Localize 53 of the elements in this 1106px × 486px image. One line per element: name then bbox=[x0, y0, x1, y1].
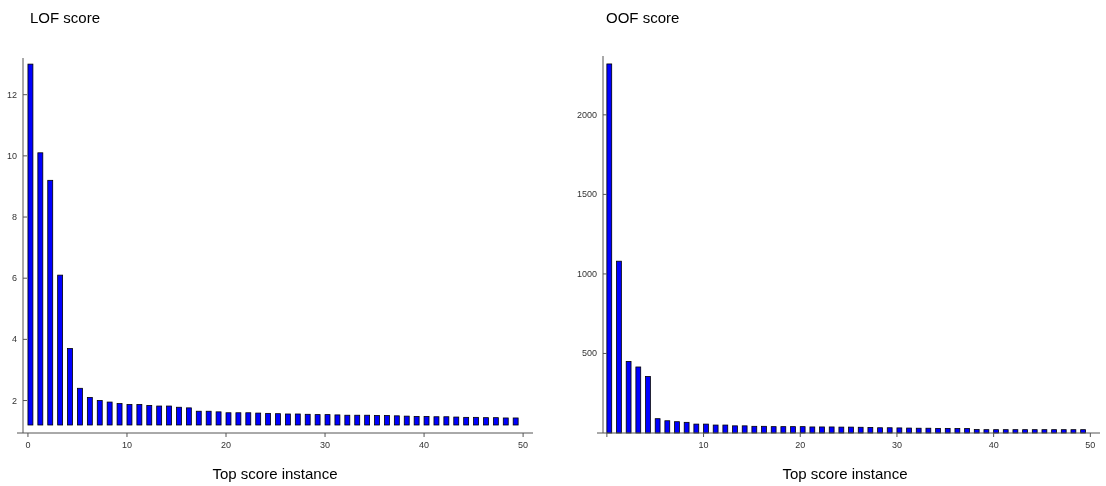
y-tick-label: 500 bbox=[581, 348, 597, 359]
bar bbox=[606, 63, 613, 434]
bar bbox=[790, 426, 796, 434]
bar bbox=[896, 427, 903, 434]
bar bbox=[616, 260, 622, 434]
bar bbox=[877, 427, 883, 434]
y-tick-label: 8 bbox=[11, 212, 17, 223]
bar bbox=[635, 366, 642, 434]
y-tick-label: 1000 bbox=[576, 268, 597, 279]
bar bbox=[625, 361, 632, 434]
y-tick-label: 4 bbox=[11, 334, 17, 345]
bar bbox=[799, 426, 806, 434]
bar bbox=[780, 426, 787, 434]
bar bbox=[732, 425, 738, 434]
y-tick-label: 2 bbox=[11, 395, 17, 406]
x-tick-label: 30 bbox=[891, 440, 902, 450]
bar bbox=[674, 421, 680, 434]
bar bbox=[741, 425, 748, 434]
x-tick-label: 0 bbox=[25, 440, 31, 450]
x-tick-label: 20 bbox=[221, 440, 232, 450]
x-tick-label: 50 bbox=[518, 440, 529, 450]
bar bbox=[848, 426, 854, 434]
x-tick-label: 10 bbox=[698, 440, 709, 450]
bar bbox=[838, 426, 845, 434]
x-tick-label: 40 bbox=[419, 440, 430, 450]
bar bbox=[664, 420, 671, 434]
bar bbox=[828, 426, 835, 434]
x-tick-label: 50 bbox=[1085, 440, 1096, 450]
chart-title: LOF score bbox=[30, 9, 101, 26]
x-tick-label: 40 bbox=[988, 440, 999, 450]
bar bbox=[693, 423, 700, 434]
bar bbox=[683, 421, 690, 434]
y-tick-label: 1500 bbox=[576, 189, 597, 200]
bar bbox=[809, 426, 816, 434]
bar bbox=[654, 418, 661, 434]
y-tick-label: 12 bbox=[6, 89, 17, 100]
bar bbox=[906, 427, 912, 434]
x-tick-label: 30 bbox=[320, 440, 331, 450]
y-tick-label: 6 bbox=[11, 273, 17, 284]
y-tick-label: 2000 bbox=[576, 109, 597, 120]
y-tick-label: 10 bbox=[6, 150, 17, 161]
x-axis-title: Top score instance bbox=[212, 465, 338, 482]
x-tick-label: 20 bbox=[795, 440, 806, 450]
x-tick-label: 10 bbox=[121, 440, 132, 450]
bar bbox=[819, 426, 825, 434]
bar bbox=[770, 426, 777, 434]
bar bbox=[645, 376, 651, 434]
bar bbox=[703, 423, 709, 434]
chart-title: OOF score bbox=[606, 9, 680, 26]
x-axis-title: Top score instance bbox=[782, 465, 908, 482]
bar bbox=[712, 424, 719, 434]
bar bbox=[886, 427, 893, 434]
bar bbox=[722, 424, 729, 434]
